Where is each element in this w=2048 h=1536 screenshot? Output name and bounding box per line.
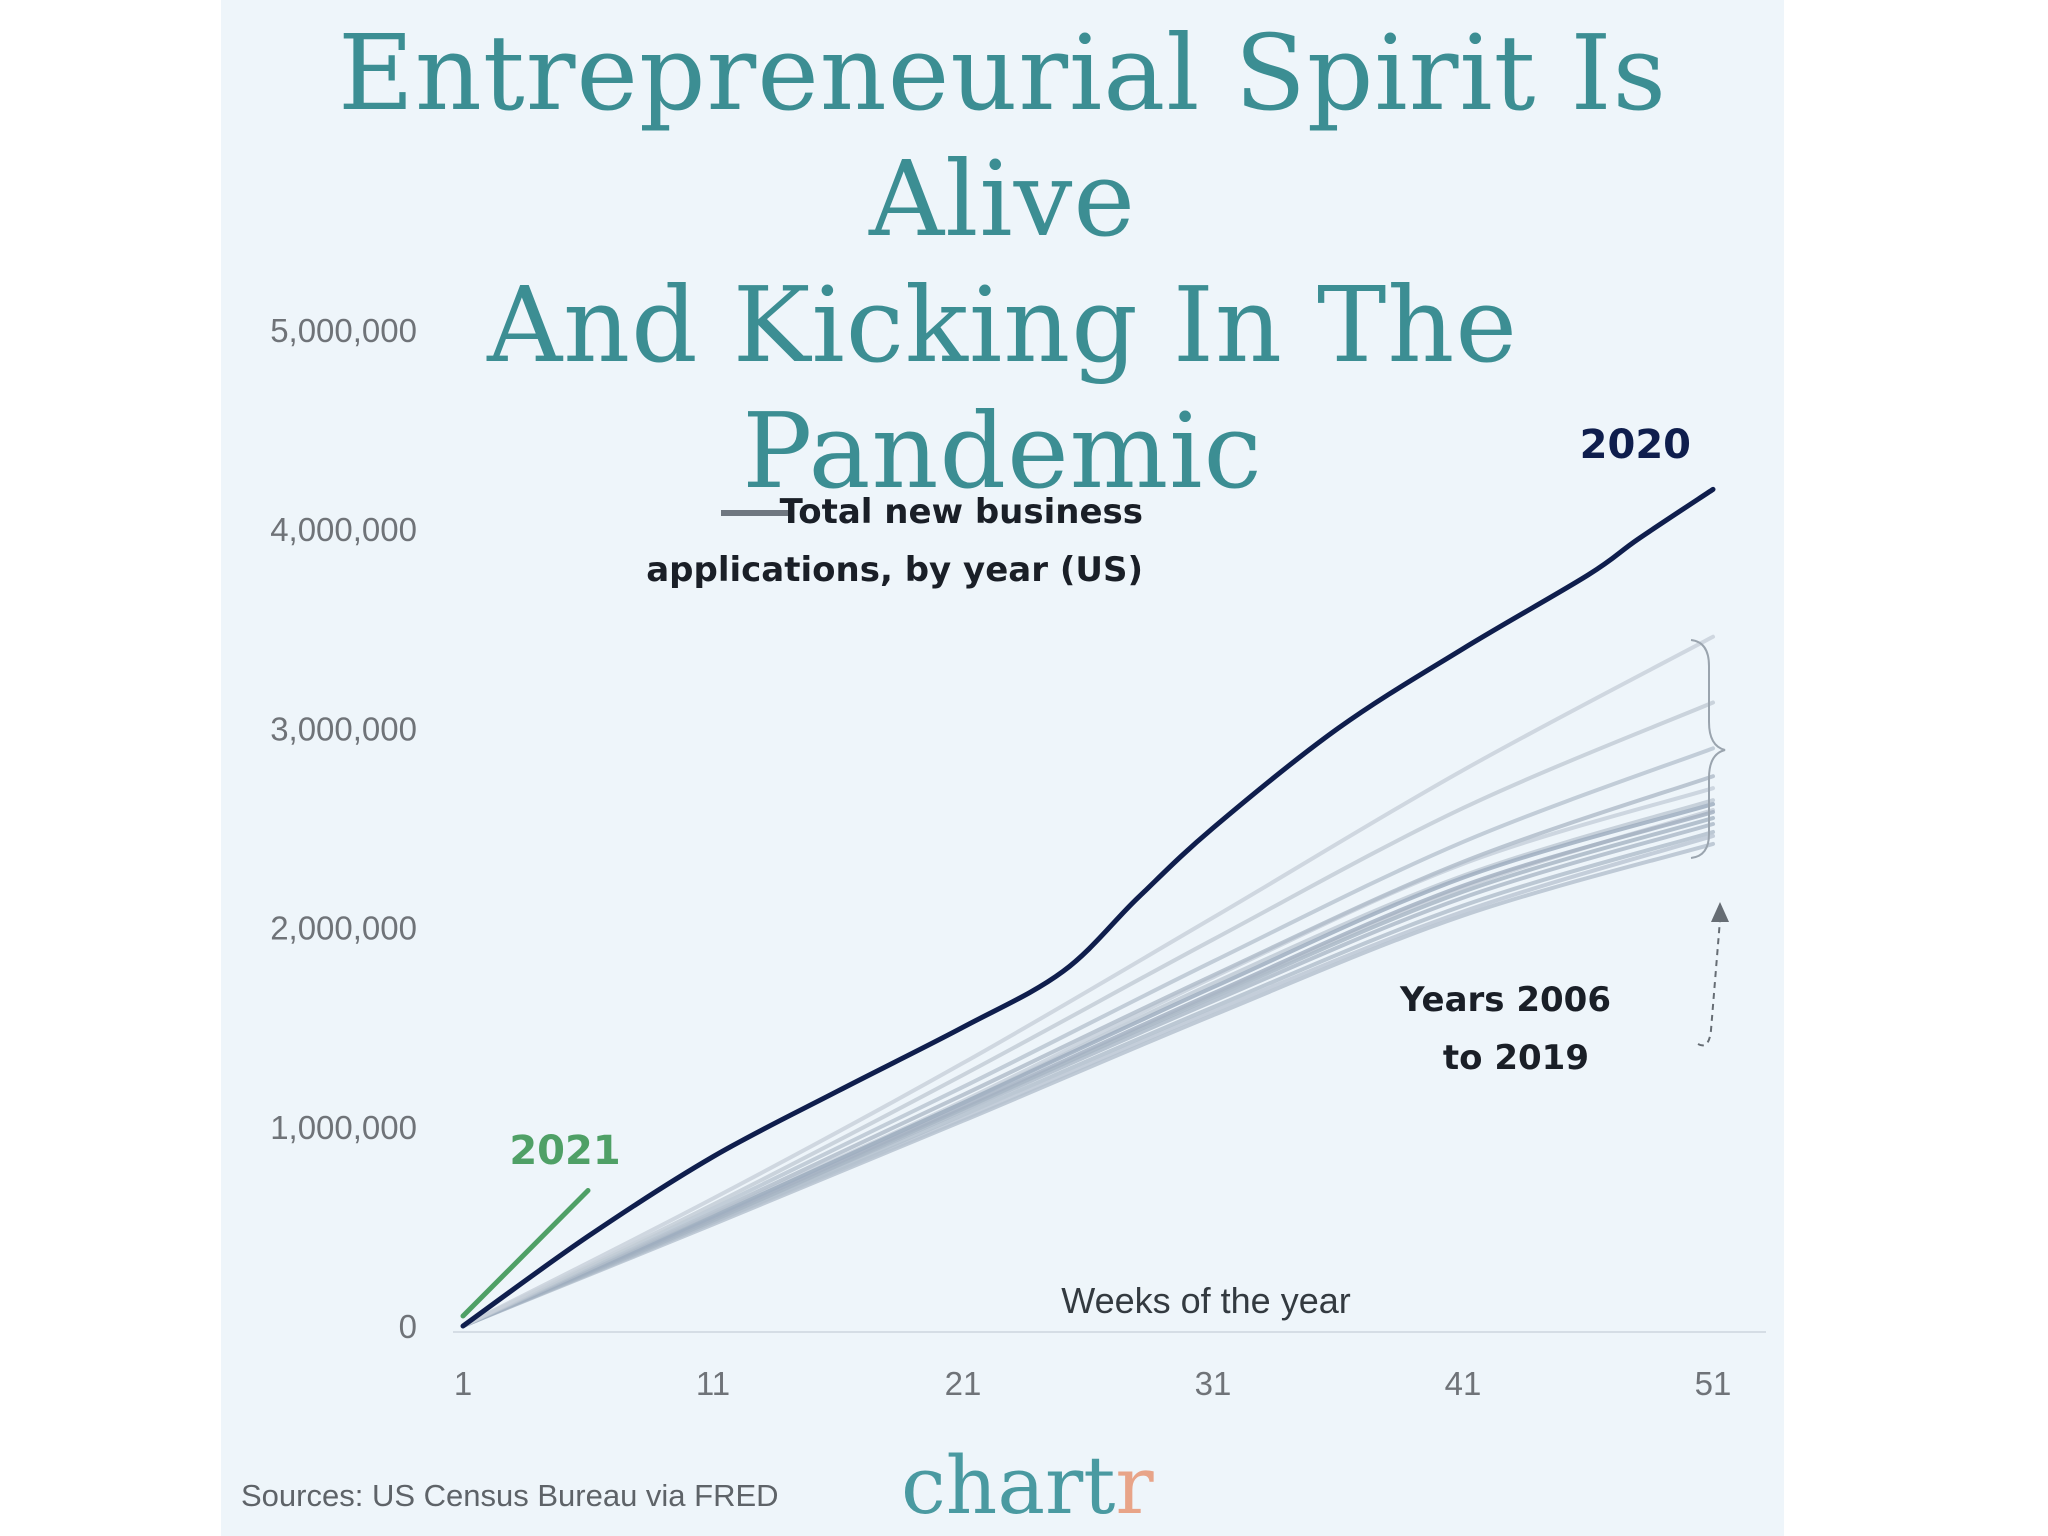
y-tick-label: 5,000,000 — [270, 312, 417, 349]
series-label-2021: 2021 — [509, 1128, 620, 1174]
series-line-2015 — [461, 802, 1715, 1328]
x-axis-ticks: 1 11 21 31 41 51 — [454, 1365, 1732, 1402]
x-axis-title: Weeks of the year — [1061, 1280, 1350, 1321]
x-tick-label: 21 — [945, 1365, 982, 1402]
series-label-2020: 2020 — [1580, 422, 1691, 468]
series-line-2020 — [460, 486, 1716, 1329]
series-line-2017 — [461, 746, 1715, 1328]
series-line-2016 — [461, 774, 1715, 1328]
y-tick-label: 2,000,000 — [270, 910, 417, 947]
x-tick-label: 41 — [1445, 1365, 1482, 1402]
x-tick-label: 51 — [1695, 1365, 1732, 1402]
x-tick-label: 31 — [1195, 1365, 1232, 1402]
chart-title: Entrepreneurial Spirit Is Alive And Kick… — [221, 10, 1784, 514]
y-tick-label: 1,000,000 — [270, 1109, 417, 1146]
y-tick-label: 4,000,000 — [270, 511, 417, 548]
legend-text-line-2: applications, by year (US) — [646, 550, 1143, 590]
y-tick-label: 0 — [399, 1308, 417, 1345]
chart-title-line-1: Entrepreneurial Spirit Is Alive — [338, 12, 1667, 260]
chart-title-line-2: And Kicking In The Pandemic — [487, 264, 1518, 512]
brand-logo: chartr — [901, 1439, 1154, 1532]
series-line-2009 — [461, 833, 1715, 1328]
y-tick-label: 3,000,000 — [270, 710, 417, 747]
line-chart: 0 1,000,000 2,000,000 3,000,000 4,000,000 5,0… — [241, 312, 1766, 1532]
y-axis-ticks: 0 1,000,000 2,000,000 3,000,000 4,000,000 5,0… — [270, 312, 417, 1345]
series-line-2018 — [461, 700, 1715, 1328]
series-line-2021 — [460, 1188, 591, 1319]
x-tick-label: 11 — [696, 1365, 730, 1402]
range-label-line-1: Years 2006 — [1399, 980, 1611, 1020]
range-arrow-head — [1711, 902, 1729, 922]
highlight-series-group — [460, 486, 1716, 1329]
range-arrow-line — [1697, 919, 1721, 1047]
chart-card: Entrepreneurial Spirit Is Alive And Kick… — [221, 0, 1784, 1536]
range-label-line-2: to 2019 — [1443, 1038, 1589, 1078]
source-note: Sources: US Census Bureau via FRED — [241, 1478, 779, 1513]
series-line-2010 — [461, 841, 1715, 1328]
brand-logo-main: chart — [901, 1439, 1115, 1532]
history-series-group — [461, 634, 1715, 1328]
range-brace — [1690, 639, 1726, 859]
legend-text-line-1: Total new business — [780, 492, 1143, 532]
series-line-2019 — [461, 634, 1715, 1328]
brand-logo-accent: r — [1115, 1439, 1154, 1532]
x-tick-label: 1 — [454, 1365, 472, 1402]
